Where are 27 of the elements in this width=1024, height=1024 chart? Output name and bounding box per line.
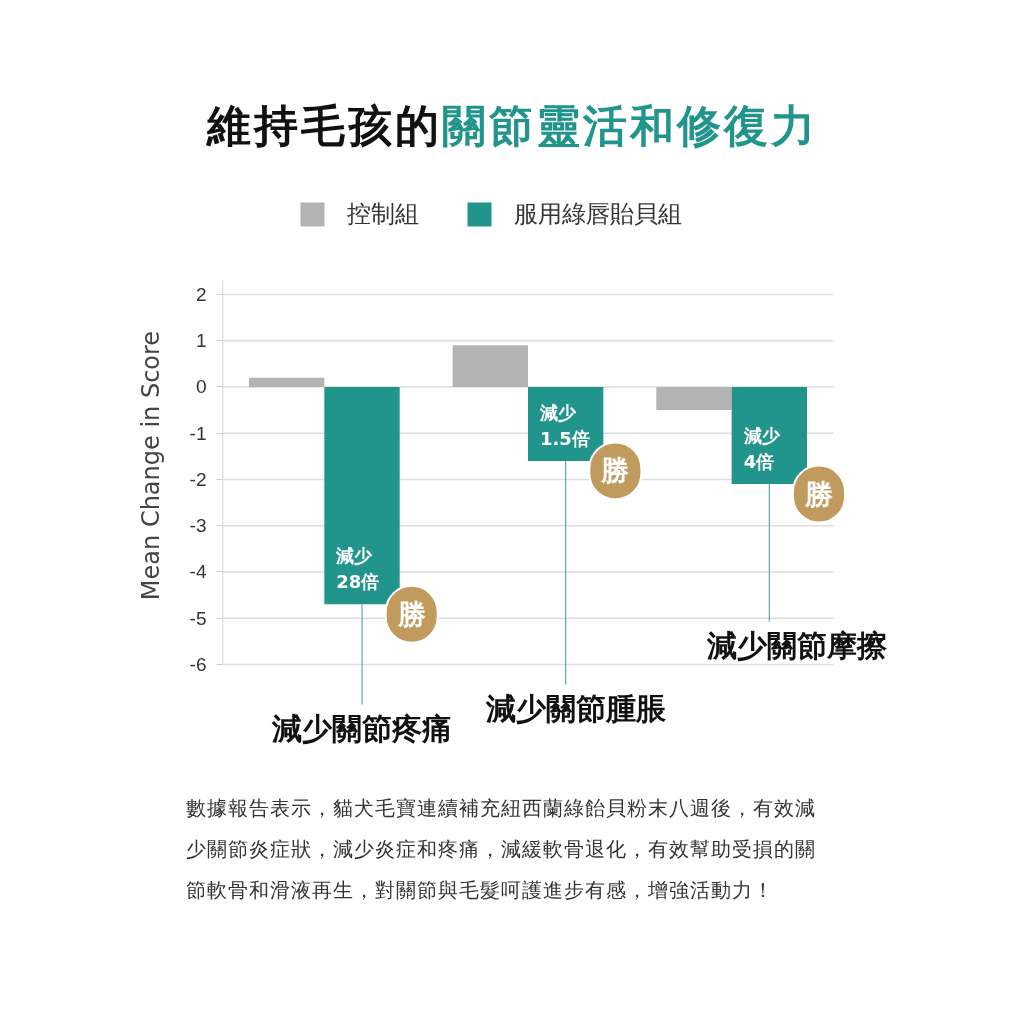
text: 數據報告表示，貓犬毛寶連續補充紐西蘭綠飴貝粉末八週後，有效減少關節炎症狀，減少炎症和疼痛，減緩軟骨退化，有效幫助受損的關節軟骨和滑液再生，對關節與毛髮呵護進步有感，增強活動力！ [186, 795, 817, 904]
legend-label: 控制組 [347, 199, 419, 230]
y-tick-label: -2 [189, 468, 207, 490]
bar [656, 386, 732, 411]
x-tick-label: 減少關節腫脹 [484, 691, 667, 726]
y-tick-label: 1 [195, 330, 207, 352]
x-tick-label: 減少關節疼痛 [271, 711, 453, 746]
bar [452, 345, 528, 387]
x-tick-label: 減少關節摩擦 [706, 628, 888, 663]
bar [324, 386, 400, 605]
chart-title: 維持毛孩的關節靈活和修復力 [205, 99, 819, 152]
data-label: 減少 4倍 [742, 424, 781, 473]
y-tick-label: 0 [195, 376, 207, 398]
annotation: 勝 [804, 477, 834, 511]
data-label: 減少 1.5倍 [539, 401, 590, 449]
y-tick-label: -1 [189, 422, 207, 444]
y-axis-title: Mean Change in Score [136, 330, 165, 601]
y-tick-label: -5 [189, 607, 207, 629]
bar [248, 377, 325, 387]
y-tick-label: -6 [189, 654, 207, 675]
data-label: 減少 28倍 [335, 545, 380, 593]
y-tick-label: -4 [189, 561, 207, 583]
annotation: 勝 [396, 597, 426, 631]
y-tick-label: -3 [189, 515, 207, 537]
legend-label: 服用綠唇貽貝組 [514, 199, 682, 230]
annotation: 勝 [600, 454, 630, 488]
y-tick-label: 2 [195, 283, 207, 305]
